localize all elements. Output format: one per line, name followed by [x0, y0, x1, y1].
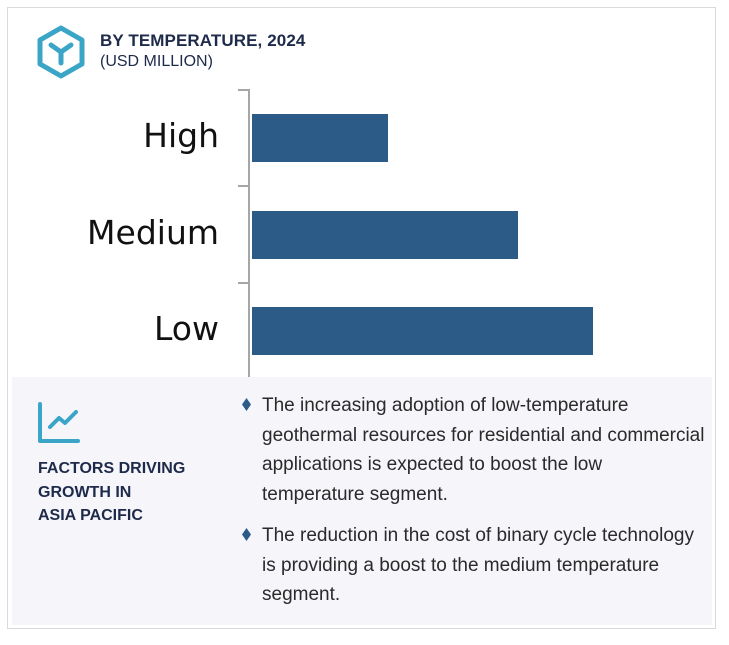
- trend-chart-icon: [38, 402, 80, 443]
- factors-title-line: ASIA PACIFIC: [38, 507, 143, 524]
- axis-tick: [238, 89, 249, 91]
- category-label-high: High: [143, 116, 219, 155]
- category-label-medium: Medium: [87, 213, 219, 252]
- diamond-bullet-icon: [242, 398, 251, 411]
- category-axis: [248, 89, 250, 380]
- bar-chart: High Medium Low: [8, 8, 717, 380]
- factor-item: The increasing adoption of low-temperatu…: [238, 391, 708, 509]
- bar-high: [252, 114, 389, 162]
- axis-tick: [238, 185, 249, 187]
- growth-factors-panel: FACTORS DRIVING GROWTH IN ASIA PACIFIC T…: [12, 377, 712, 625]
- category-label-low: Low: [154, 309, 219, 348]
- factors-title-line: FACTORS DRIVING: [38, 460, 186, 477]
- factors-title: FACTORS DRIVING GROWTH IN ASIA PACIFIC: [38, 457, 228, 528]
- chart-subtitle: (USD MILLION): [100, 53, 213, 70]
- factor-text: The increasing adoption of low-temperatu…: [262, 395, 705, 505]
- bar-medium: [252, 211, 518, 259]
- hexagon-y-icon: [37, 25, 85, 79]
- factors-title-line: GROWTH IN: [38, 483, 132, 501]
- factor-item: The reduction in the cost of binary cycl…: [238, 521, 708, 610]
- factors-list: The increasing adoption of low-temperatu…: [238, 391, 708, 622]
- factor-text: The reduction in the cost of binary cycl…: [262, 525, 694, 605]
- diamond-bullet-icon: [242, 528, 251, 541]
- infographic-card: BY TEMPERATURE, 2024 (USD MILLION) High …: [7, 7, 716, 629]
- chart-header: BY TEMPERATURE, 2024 (USD MILLION): [36, 25, 305, 79]
- chart-title: BY TEMPERATURE, 2024: [100, 31, 306, 50]
- axis-tick: [238, 282, 249, 284]
- bar-low: [252, 307, 593, 355]
